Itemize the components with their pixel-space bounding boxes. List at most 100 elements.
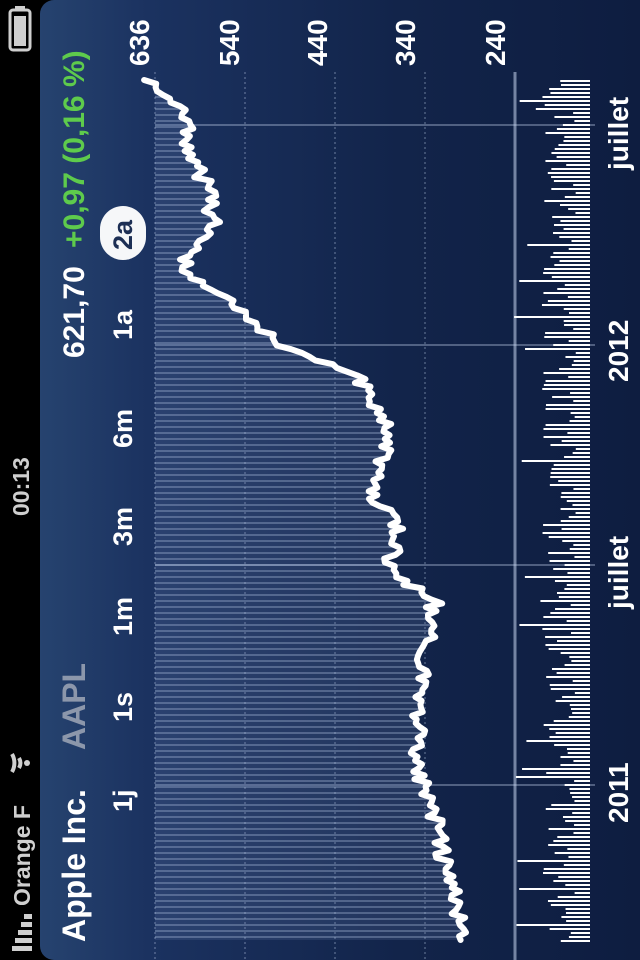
volume-bar <box>551 188 590 190</box>
y-tick-label: 240 <box>480 19 511 66</box>
volume-bar <box>571 632 590 634</box>
volume-bar <box>555 608 590 610</box>
volume-bar <box>547 172 590 174</box>
price-line <box>141 77 469 943</box>
volume-bar <box>551 668 590 670</box>
volume-bar <box>562 696 590 698</box>
volume-bar <box>545 404 590 406</box>
volume-bar <box>564 564 590 566</box>
volume-bar <box>562 816 590 818</box>
volume-bar <box>567 848 590 850</box>
volume-bar <box>561 916 590 918</box>
volume-bar <box>551 468 590 470</box>
volume-bar <box>554 580 590 582</box>
volume-bar <box>569 548 590 550</box>
volume-bar <box>570 412 590 414</box>
volume-bar <box>553 840 590 842</box>
volume-bar <box>545 380 590 382</box>
volume-bar <box>566 920 590 922</box>
volume-bar <box>564 324 590 326</box>
volume-bar <box>553 464 590 466</box>
volume-bar <box>564 284 590 286</box>
volume-bar <box>565 908 590 910</box>
volume-bar <box>548 536 590 538</box>
volume-bar <box>526 740 590 742</box>
volume-bar <box>541 304 590 306</box>
volume-bar <box>544 336 590 338</box>
volume-bar <box>543 616 590 618</box>
volume-bar <box>524 576 590 578</box>
volume-bar <box>574 824 590 826</box>
volume-bar <box>544 200 590 202</box>
volume-bar <box>545 160 590 162</box>
y-tick-label: 540 <box>214 19 245 66</box>
volume-bar <box>544 104 590 106</box>
range-2a-selected[interactable]: 2a <box>100 206 146 260</box>
volume-bar <box>561 528 590 530</box>
volume-bar <box>550 612 590 614</box>
volume-bar <box>519 280 590 282</box>
volume-bar <box>574 800 590 802</box>
volume-bar <box>556 592 590 594</box>
volume-bar <box>561 492 590 494</box>
volume-bar <box>554 744 590 746</box>
volume-bar <box>573 328 590 330</box>
volume-bar <box>575 192 590 194</box>
volume-bar <box>519 888 590 890</box>
volume-bar <box>563 864 590 866</box>
volume-bar <box>564 664 590 666</box>
y-tick-label: 440 <box>302 19 333 66</box>
volume-bar <box>549 928 590 930</box>
volume-bar <box>570 932 590 934</box>
volume-bar <box>549 728 590 730</box>
volume-bar <box>552 396 590 398</box>
volume-bar <box>573 760 590 762</box>
volume-bar <box>558 876 590 878</box>
volume-bar <box>563 308 590 310</box>
volume-bar <box>553 720 590 722</box>
volume-bar <box>568 248 590 250</box>
volume-bars <box>514 80 590 942</box>
volume-bar <box>560 652 590 654</box>
volume-bar <box>571 660 590 662</box>
volume-bar <box>545 332 590 334</box>
volume-bar <box>555 732 590 734</box>
volume-bar <box>559 204 590 206</box>
volume-bar <box>564 456 590 458</box>
volume-bar <box>551 804 590 806</box>
volume-bar <box>549 736 590 738</box>
volume-bar <box>557 288 590 290</box>
volume-bar <box>527 244 590 246</box>
volume-bar <box>569 312 590 314</box>
volume-bar <box>555 700 590 702</box>
volume-bar <box>553 880 590 882</box>
volume-bar <box>546 772 590 774</box>
volume-bar <box>574 416 590 418</box>
volume-bar <box>564 136 590 138</box>
volume-bar <box>568 376 590 378</box>
volume-bar <box>554 852 590 854</box>
volume-bar <box>563 228 590 230</box>
battery-icon <box>8 6 32 52</box>
volume-bar <box>554 148 590 150</box>
volume-bar <box>569 656 590 658</box>
volume-bar <box>546 676 590 678</box>
volume-bar <box>553 568 590 570</box>
volume-bar <box>571 364 590 366</box>
volume-bar <box>544 268 590 270</box>
volume-bar <box>548 552 590 554</box>
volume-bar <box>551 176 590 178</box>
volume-bar <box>569 788 590 790</box>
volume-bar <box>575 212 590 214</box>
volume-bar <box>573 488 590 490</box>
x-axis-label: 2011 <box>603 762 634 823</box>
volume-bar <box>545 636 590 638</box>
volume-bar <box>566 500 590 502</box>
volume-bar <box>571 240 590 242</box>
volume-bar <box>566 748 590 750</box>
volume-bar <box>572 796 590 798</box>
volume-bar <box>516 924 590 926</box>
volume-bar <box>543 292 590 294</box>
volume-bar <box>547 900 590 902</box>
